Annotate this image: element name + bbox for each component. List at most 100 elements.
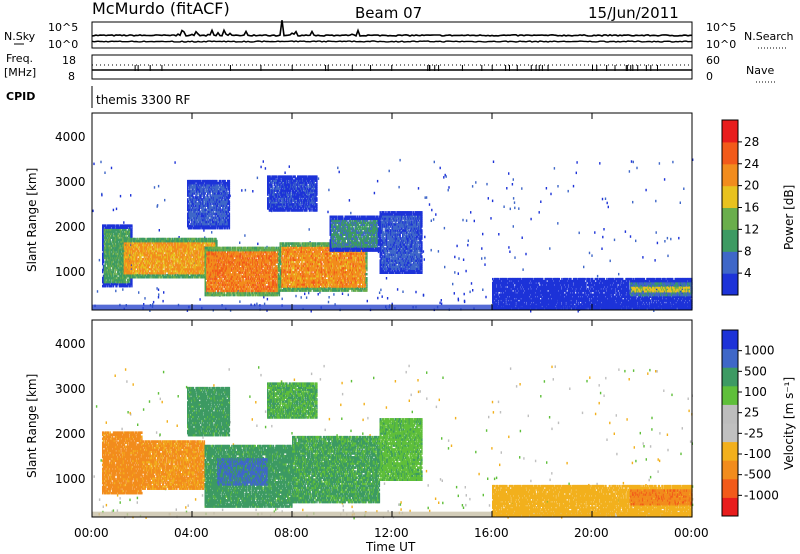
data-cell [196,269,198,273]
data-cell [105,236,107,240]
data-cell [146,263,148,267]
data-cell [196,265,198,269]
data-cell [183,261,186,265]
data-cell [168,249,171,253]
data-cell [137,239,139,243]
data-cell [131,284,133,288]
data-cell [117,276,119,280]
data-cell [137,261,139,265]
data-cell [129,263,131,267]
data-cell [193,269,196,273]
data-cell [148,239,151,243]
scatter-cell [115,289,117,293]
data-cell [183,251,186,255]
data-cell [117,268,120,272]
data-cell [111,242,113,246]
data-cell [112,228,114,232]
data-cell [130,273,132,277]
scatter-cell [373,191,376,195]
data-cell [162,269,165,273]
data-cell [192,243,195,247]
data-cell [145,273,147,277]
scatter-cell [545,187,548,190]
data-cell [118,238,121,242]
data-cell [134,259,136,263]
data-cell [149,251,151,255]
data-cell [180,265,182,269]
data-cell [111,230,113,234]
data-cell [110,284,112,288]
data-cell [112,270,114,274]
data-cell [146,265,148,269]
scatter-cell [645,188,647,192]
noise-traces [91,20,692,43]
data-cell [106,230,108,234]
data-cell [167,253,170,257]
data-cell [154,255,156,259]
scatter-cell [667,254,669,258]
data-cell [104,228,106,232]
data-cell [105,248,107,252]
data-cell [178,267,181,271]
data-cell [149,271,151,275]
data-cell [107,262,109,266]
data-cell [192,253,194,257]
scatter-cell [506,187,508,190]
data-cell [119,238,121,242]
data-cell [207,237,210,241]
data-cell [166,239,168,243]
data-cell [108,228,111,232]
data-cell [179,267,181,271]
data-cell [199,257,201,261]
data-cell [167,265,170,269]
scatter-cell [239,300,241,303]
data-cell [110,226,112,229]
data-cell [127,271,129,275]
data-cell [116,268,118,272]
data-cell [182,255,185,259]
data-cell [147,275,150,279]
data-cell [196,239,198,243]
data-cell [175,267,177,271]
data-cell [206,243,208,247]
data-cell [110,262,112,266]
data-cell [104,280,106,284]
data-cell [196,267,198,271]
data-cell [181,259,183,263]
data-cell [162,237,164,241]
data-cell [180,251,182,255]
data-cell [120,276,122,280]
data-cell [152,237,154,241]
data-cell [111,274,113,278]
data-cell [104,246,106,250]
data-cell [122,265,124,269]
data-cell [136,239,138,243]
data-cell [172,265,175,269]
data-cell [115,252,117,256]
data-cell [202,265,204,269]
data-cell [102,240,104,244]
scatter-cell [257,242,259,246]
data-cell [147,275,149,279]
data-cell [198,247,201,251]
data-cell [197,239,200,243]
data-cell [131,271,133,275]
data-cell [122,234,124,238]
data-cell [126,245,128,249]
data-cell [110,272,112,276]
data-cell [142,261,144,265]
data-cell [119,232,121,236]
data-cell [185,249,187,253]
data-cell [125,226,127,229]
data-cell [208,237,211,241]
data-cell [122,239,125,243]
data-cell [175,273,177,277]
data-cell [120,242,122,246]
data-cell [123,280,126,284]
data-cell [162,243,164,247]
data-cell [116,272,118,276]
data-cell [195,261,197,265]
data-cell [177,271,180,275]
data-cell [130,232,132,236]
data-cell [129,271,131,275]
